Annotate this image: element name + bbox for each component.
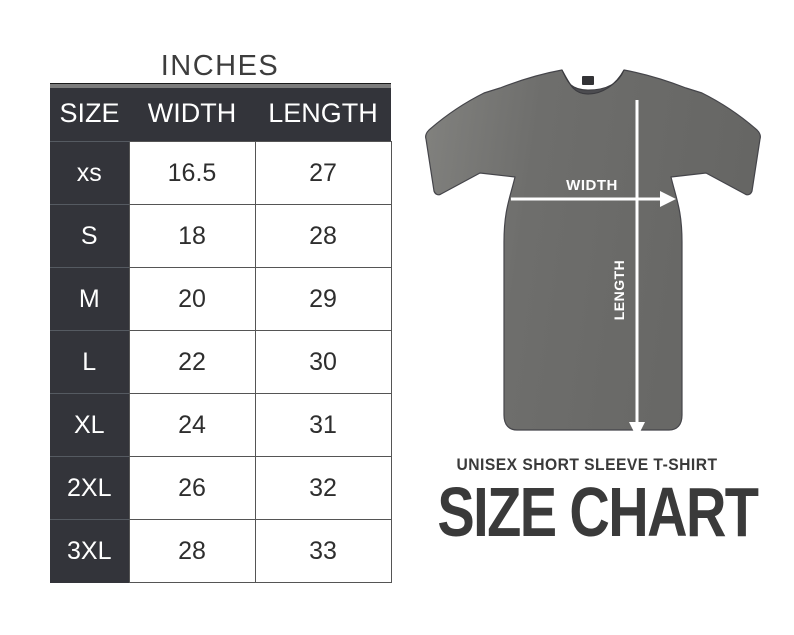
svg-text:WIDTH: WIDTH [566, 177, 618, 194]
svg-text:LENGTH: LENGTH [611, 260, 627, 321]
